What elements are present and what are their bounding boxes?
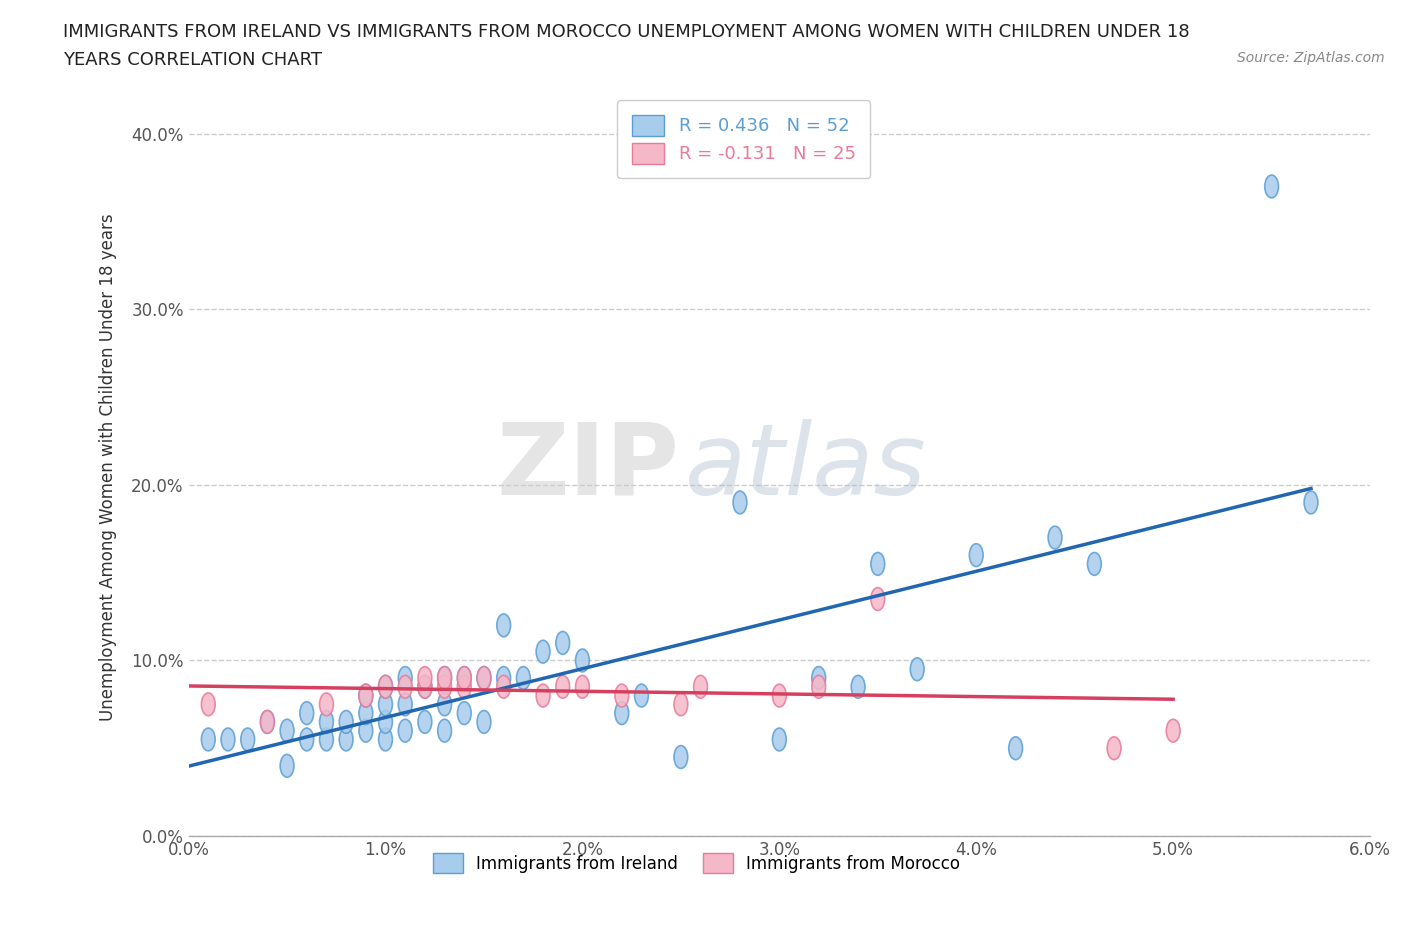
Ellipse shape xyxy=(673,693,688,716)
Ellipse shape xyxy=(378,693,392,716)
Ellipse shape xyxy=(359,719,373,742)
Ellipse shape xyxy=(319,711,333,734)
Ellipse shape xyxy=(418,675,432,698)
Ellipse shape xyxy=(398,693,412,716)
Ellipse shape xyxy=(378,675,392,698)
Ellipse shape xyxy=(811,667,825,689)
Ellipse shape xyxy=(575,675,589,698)
Ellipse shape xyxy=(378,728,392,751)
Ellipse shape xyxy=(477,667,491,689)
Ellipse shape xyxy=(496,667,510,689)
Ellipse shape xyxy=(418,711,432,734)
Ellipse shape xyxy=(555,631,569,655)
Ellipse shape xyxy=(477,667,491,689)
Ellipse shape xyxy=(496,614,510,637)
Ellipse shape xyxy=(1008,737,1022,760)
Ellipse shape xyxy=(851,675,865,698)
Text: Source: ZipAtlas.com: Source: ZipAtlas.com xyxy=(1237,51,1385,65)
Ellipse shape xyxy=(299,702,314,724)
Text: IMMIGRANTS FROM IRELAND VS IMMIGRANTS FROM MOROCCO UNEMPLOYMENT AMONG WOMEN WITH: IMMIGRANTS FROM IRELAND VS IMMIGRANTS FR… xyxy=(63,23,1189,41)
Ellipse shape xyxy=(339,728,353,751)
Ellipse shape xyxy=(201,728,215,751)
Ellipse shape xyxy=(260,711,274,734)
Ellipse shape xyxy=(359,702,373,724)
Ellipse shape xyxy=(496,675,510,698)
Ellipse shape xyxy=(1087,552,1101,576)
Ellipse shape xyxy=(516,667,530,689)
Ellipse shape xyxy=(457,702,471,724)
Ellipse shape xyxy=(575,649,589,671)
Ellipse shape xyxy=(359,684,373,707)
Ellipse shape xyxy=(733,491,747,514)
Ellipse shape xyxy=(555,675,569,698)
Legend: Immigrants from Ireland, Immigrants from Morocco: Immigrants from Ireland, Immigrants from… xyxy=(426,846,967,879)
Ellipse shape xyxy=(477,711,491,734)
Ellipse shape xyxy=(319,693,333,716)
Ellipse shape xyxy=(536,684,550,707)
Ellipse shape xyxy=(437,675,451,698)
Text: YEARS CORRELATION CHART: YEARS CORRELATION CHART xyxy=(63,51,322,69)
Ellipse shape xyxy=(1047,526,1062,549)
Ellipse shape xyxy=(457,667,471,689)
Ellipse shape xyxy=(969,544,983,566)
Ellipse shape xyxy=(634,684,648,707)
Ellipse shape xyxy=(280,754,294,777)
Ellipse shape xyxy=(437,693,451,716)
Ellipse shape xyxy=(398,667,412,689)
Ellipse shape xyxy=(1265,175,1278,198)
Ellipse shape xyxy=(693,675,707,698)
Ellipse shape xyxy=(536,640,550,663)
Ellipse shape xyxy=(1305,491,1317,514)
Ellipse shape xyxy=(772,728,786,751)
Ellipse shape xyxy=(398,719,412,742)
Ellipse shape xyxy=(359,684,373,707)
Ellipse shape xyxy=(299,728,314,751)
Ellipse shape xyxy=(260,711,274,734)
Ellipse shape xyxy=(221,728,235,751)
Ellipse shape xyxy=(673,746,688,768)
Ellipse shape xyxy=(437,667,451,689)
Ellipse shape xyxy=(614,702,628,724)
Ellipse shape xyxy=(772,684,786,707)
Ellipse shape xyxy=(319,728,333,751)
Ellipse shape xyxy=(280,719,294,742)
Ellipse shape xyxy=(201,693,215,716)
Ellipse shape xyxy=(398,675,412,698)
Ellipse shape xyxy=(910,658,924,681)
Ellipse shape xyxy=(240,728,254,751)
Ellipse shape xyxy=(418,675,432,698)
Ellipse shape xyxy=(1107,737,1121,760)
Ellipse shape xyxy=(339,711,353,734)
Ellipse shape xyxy=(418,667,432,689)
Text: atlas: atlas xyxy=(685,418,927,516)
Ellipse shape xyxy=(437,667,451,689)
Ellipse shape xyxy=(437,719,451,742)
Y-axis label: Unemployment Among Women with Children Under 18 years: Unemployment Among Women with Children U… xyxy=(100,214,117,721)
Text: ZIP: ZIP xyxy=(496,418,679,516)
Ellipse shape xyxy=(457,667,471,689)
Ellipse shape xyxy=(1166,719,1180,742)
Ellipse shape xyxy=(811,675,825,698)
Ellipse shape xyxy=(870,552,884,576)
Ellipse shape xyxy=(614,684,628,707)
Ellipse shape xyxy=(457,675,471,698)
Ellipse shape xyxy=(378,675,392,698)
Ellipse shape xyxy=(378,711,392,734)
Ellipse shape xyxy=(870,588,884,610)
